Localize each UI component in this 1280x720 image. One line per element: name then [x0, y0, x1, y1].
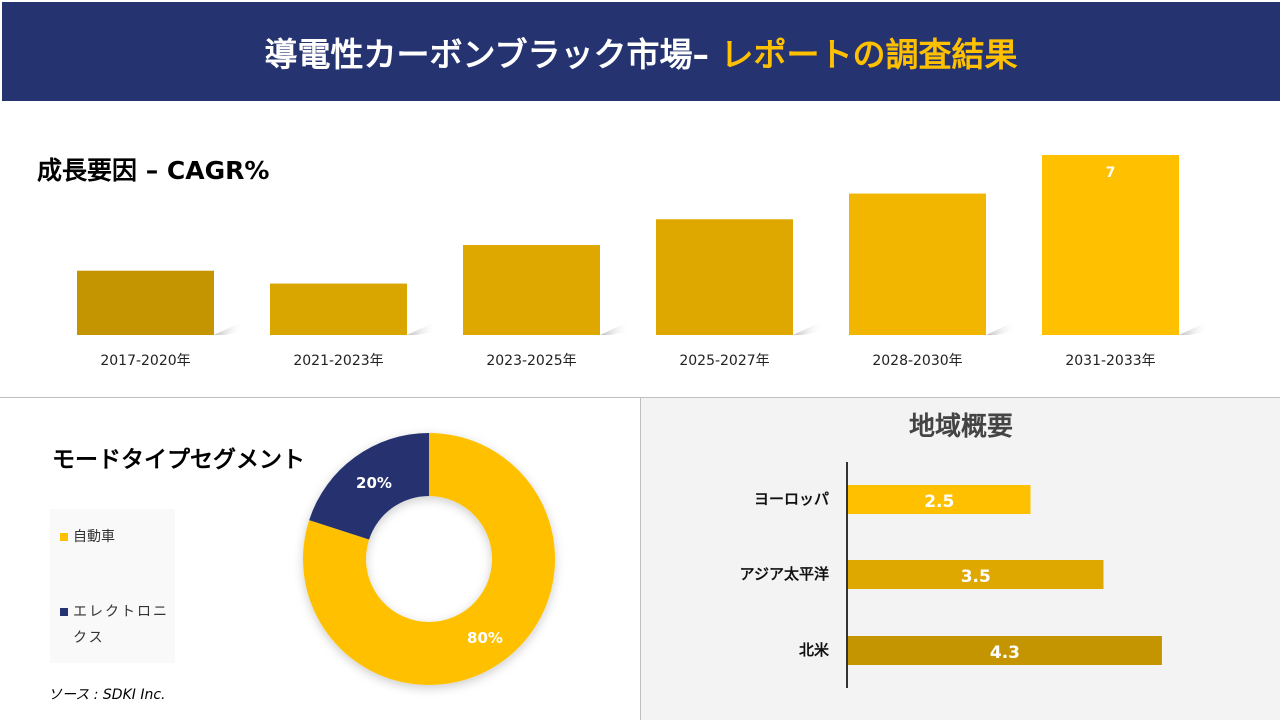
bar-shadow — [214, 321, 244, 335]
header-title: 導電性カーボンブラック市場– — [264, 34, 709, 74]
donut-slice — [309, 433, 429, 540]
region-category-label: アジア太平洋 — [740, 565, 829, 583]
region-title: 地域概要 — [908, 412, 1013, 442]
region-bar-chart: 2.5 ヨーロッパ 3.5 アジア太平洋 4.3 北米 — [740, 462, 1162, 688]
cagr-bar — [656, 219, 793, 335]
donut-data-label: 80% — [467, 629, 503, 647]
cagr-x-label: 2017-2020年 — [100, 353, 190, 369]
cagr-x-label: 2021-2023年 — [293, 353, 383, 369]
donut-group — [303, 433, 555, 685]
legend-swatch — [60, 533, 68, 541]
region-data-label: 3.5 — [961, 567, 991, 587]
cagr-x-label: 2023-2025年 — [486, 353, 576, 369]
segment-legend: 自動車 エレクトロニクス — [50, 509, 175, 663]
cagr-x-label: 2025-2027年 — [679, 353, 769, 369]
region-bar — [848, 485, 1031, 514]
segment-title: モードタイプセグメント — [52, 447, 305, 473]
bar-shadow — [407, 321, 437, 335]
region-category-label: 北米 — [799, 641, 830, 659]
cagr-data-label: 7 — [1106, 165, 1116, 181]
cagr-bar — [1042, 155, 1179, 335]
cagr-bar — [849, 193, 986, 335]
region-bar — [848, 560, 1104, 589]
region-data-label: 4.3 — [990, 643, 1020, 663]
cagr-x-label: 2028-2030年 — [872, 353, 962, 369]
header-title-highlight: レポートの調査結果 — [720, 34, 1018, 74]
cagr-bar — [463, 245, 600, 335]
cagr-section: 成長要因 – CAGR% 2017-2020年 2021-2023年 2023-20… — [0, 101, 1280, 397]
region-section: 地域概要 2.5 ヨーロッパ 3.5 アジア太平洋 4.3 北米 — [640, 398, 1280, 720]
legend-label: エレクトロニクス — [73, 604, 169, 646]
bar-shadow — [793, 321, 823, 335]
cagr-bar — [270, 283, 407, 335]
legend-item-electronics: エレクトロニクス — [60, 599, 170, 651]
donut-slice — [303, 433, 555, 685]
region-category-label: ヨーロッパ — [754, 490, 829, 508]
cagr-title: 成長要因 – CAGR% — [37, 156, 270, 185]
cagr-bar — [77, 270, 214, 335]
donut-data-label: 20% — [356, 474, 392, 492]
segment-donut-chart: 80% 20% — [303, 433, 555, 685]
legend-label: 自動車 — [73, 529, 115, 545]
source-note: ソース : SDKI Inc. — [48, 687, 166, 703]
bar-shadow — [986, 321, 1016, 335]
bar-shadow — [1179, 321, 1209, 335]
segment-section: 80% 20% モードタイプセグメント 自動車 エレクトロニクス ソース : SD… — [0, 398, 640, 720]
divider — [0, 397, 1280, 398]
bar-shadow — [600, 321, 630, 335]
region-data-label: 2.5 — [924, 492, 954, 512]
report-header: 導電性カーボンブラック市場– レポートの調査結果 — [2, 2, 1280, 101]
legend-swatch — [60, 608, 68, 616]
legend-item-automotive: 自動車 — [60, 524, 170, 550]
cagr-bar-chart: 2017-2020年 2021-2023年 2023-2025年 2025-2027年… — [77, 155, 1209, 369]
region-bar — [848, 636, 1162, 665]
cagr-x-label: 2031-2033年 — [1065, 353, 1155, 369]
